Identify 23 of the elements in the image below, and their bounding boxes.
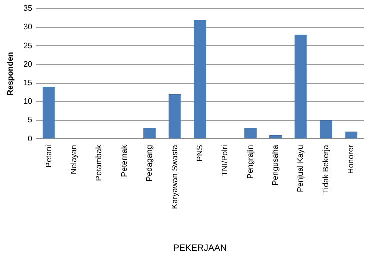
y-tick-label: 10 [24,97,34,106]
y-tick-label: 15 [24,78,34,88]
x-tick-label: Karyawan Swasta [170,144,180,210]
y-tick-label: 30 [24,22,34,32]
x-axis-title: PEKERJAAN [173,243,228,254]
x-tick-label: TNI/Polri [220,144,230,176]
x-tick-label: Pengrajin [246,145,255,179]
x-tick-label: PNS [195,145,204,162]
x-tick-label: Honorer [346,144,356,174]
x-tick-label: Petambak [94,144,104,182]
y-tick-label: 35 [24,4,34,14]
y-tick-label: 5 [28,116,34,125]
y-axis-title: Responden [6,52,16,96]
x-tick-label: Tidak Bekerja [321,144,330,194]
x-tick-label: Pedagang [145,145,154,182]
x-tick-label: Pengusaha [271,144,280,186]
y-tick-label: 20 [24,60,34,69]
x-tick-label: Penjual Kayu [296,145,306,192]
x-tick-label: Nelayan [69,145,78,175]
x-tick-label: Petani [44,144,54,168]
y-tick-label: 0 [28,134,34,144]
x-tick-label: Peternak [120,144,129,178]
y-tick-label: 25 [24,41,34,50]
